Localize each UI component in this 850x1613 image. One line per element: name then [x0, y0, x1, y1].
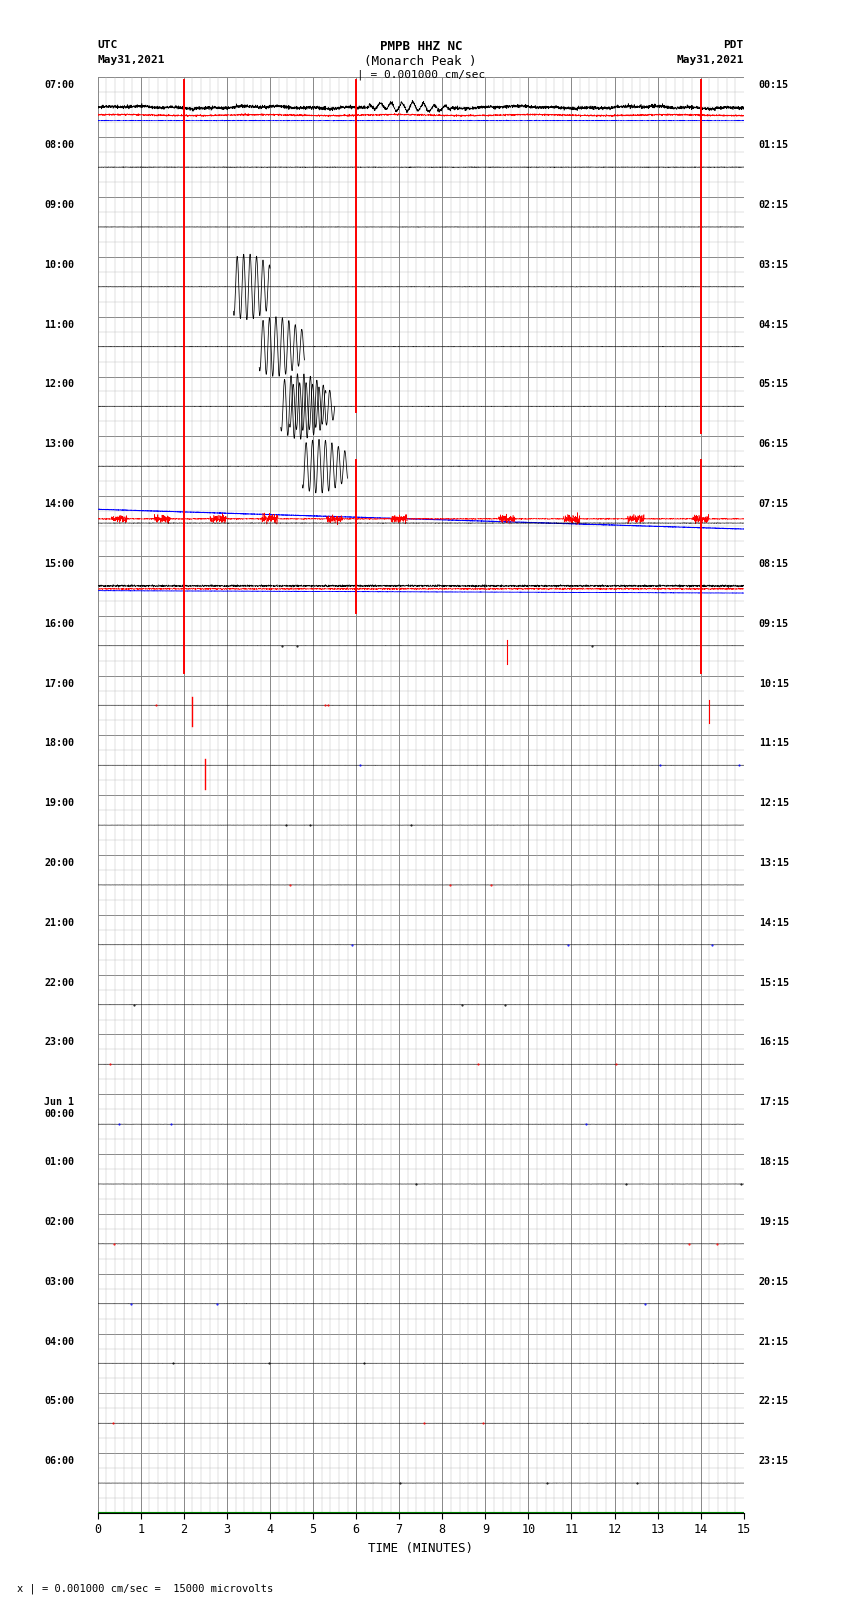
Text: (Monarch Peak ): (Monarch Peak ) [365, 55, 477, 68]
Text: 04:15: 04:15 [759, 319, 789, 329]
Text: May31,2021: May31,2021 [98, 55, 165, 65]
Text: 00:15: 00:15 [759, 81, 789, 90]
Text: May31,2021: May31,2021 [677, 55, 744, 65]
Text: 03:15: 03:15 [759, 260, 789, 269]
Text: 16:15: 16:15 [759, 1037, 789, 1047]
Text: 04:00: 04:00 [44, 1337, 74, 1347]
Text: 23:15: 23:15 [759, 1457, 789, 1466]
X-axis label: TIME (MINUTES): TIME (MINUTES) [368, 1542, 473, 1555]
Text: | = 0.001000 cm/sec: | = 0.001000 cm/sec [357, 69, 484, 81]
Text: 15:15: 15:15 [759, 977, 789, 987]
Text: 18:15: 18:15 [759, 1157, 789, 1168]
Text: 05:15: 05:15 [759, 379, 789, 389]
Text: 10:00: 10:00 [44, 260, 74, 269]
Text: x | = 0.001000 cm/sec =  15000 microvolts: x | = 0.001000 cm/sec = 15000 microvolts [17, 1582, 273, 1594]
Text: 12:00: 12:00 [44, 379, 74, 389]
Text: 06:15: 06:15 [759, 439, 789, 450]
Text: 14:15: 14:15 [759, 918, 789, 927]
Text: 18:00: 18:00 [44, 739, 74, 748]
Text: 14:00: 14:00 [44, 498, 74, 510]
Text: 03:00: 03:00 [44, 1277, 74, 1287]
Text: 09:00: 09:00 [44, 200, 74, 210]
Text: 07:00: 07:00 [44, 81, 74, 90]
Text: UTC: UTC [98, 40, 118, 50]
Text: 05:00: 05:00 [44, 1397, 74, 1407]
Text: 08:15: 08:15 [759, 560, 789, 569]
Text: 02:00: 02:00 [44, 1216, 74, 1227]
Text: 22:15: 22:15 [759, 1397, 789, 1407]
Text: PMPB HHZ NC: PMPB HHZ NC [379, 40, 462, 53]
Text: 07:15: 07:15 [759, 498, 789, 510]
Text: 23:00: 23:00 [44, 1037, 74, 1047]
Text: 06:00: 06:00 [44, 1457, 74, 1466]
Text: 16:00: 16:00 [44, 619, 74, 629]
Text: 22:00: 22:00 [44, 977, 74, 987]
Text: 21:15: 21:15 [759, 1337, 789, 1347]
Text: 01:15: 01:15 [759, 140, 789, 150]
Text: 11:15: 11:15 [759, 739, 789, 748]
Text: 19:00: 19:00 [44, 798, 74, 808]
Text: Jun 1
00:00: Jun 1 00:00 [44, 1097, 74, 1119]
Text: 20:15: 20:15 [759, 1277, 789, 1287]
Text: 01:00: 01:00 [44, 1157, 74, 1168]
Text: 17:00: 17:00 [44, 679, 74, 689]
Text: 13:00: 13:00 [44, 439, 74, 450]
Text: 19:15: 19:15 [759, 1216, 789, 1227]
Text: 21:00: 21:00 [44, 918, 74, 927]
Text: 09:15: 09:15 [759, 619, 789, 629]
Text: 11:00: 11:00 [44, 319, 74, 329]
Text: 20:00: 20:00 [44, 858, 74, 868]
Text: 12:15: 12:15 [759, 798, 789, 808]
Text: 02:15: 02:15 [759, 200, 789, 210]
Text: PDT: PDT [723, 40, 744, 50]
Text: 15:00: 15:00 [44, 560, 74, 569]
Text: 08:00: 08:00 [44, 140, 74, 150]
Text: 13:15: 13:15 [759, 858, 789, 868]
Text: 17:15: 17:15 [759, 1097, 789, 1107]
Text: 10:15: 10:15 [759, 679, 789, 689]
